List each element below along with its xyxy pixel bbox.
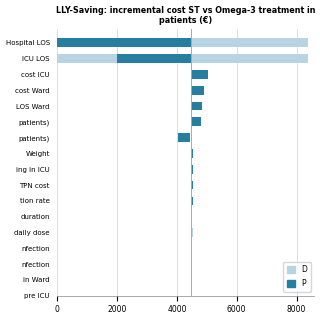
Bar	[191, 102, 198, 110]
Bar	[191, 181, 193, 189]
Bar	[179, 133, 190, 142]
Legend: D, P: D, P	[284, 262, 311, 292]
Bar	[57, 38, 308, 47]
Bar	[191, 196, 193, 205]
Bar	[117, 54, 191, 63]
Bar	[191, 102, 202, 110]
Bar	[191, 117, 197, 126]
Bar	[191, 70, 208, 79]
Bar	[191, 149, 193, 158]
Bar	[191, 165, 193, 173]
Bar	[191, 228, 193, 237]
Bar	[57, 54, 308, 63]
Bar	[191, 70, 203, 79]
Bar	[191, 86, 200, 94]
Bar	[57, 38, 191, 47]
Title: LLY-Saving: incremental cost ST vs Omega-3 treatment in
patients (€): LLY-Saving: incremental cost ST vs Omega…	[56, 5, 316, 25]
Bar	[191, 86, 204, 94]
Bar	[191, 117, 201, 126]
